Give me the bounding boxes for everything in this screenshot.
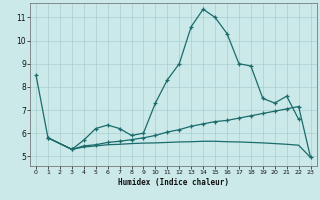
X-axis label: Humidex (Indice chaleur): Humidex (Indice chaleur) [118,178,229,187]
